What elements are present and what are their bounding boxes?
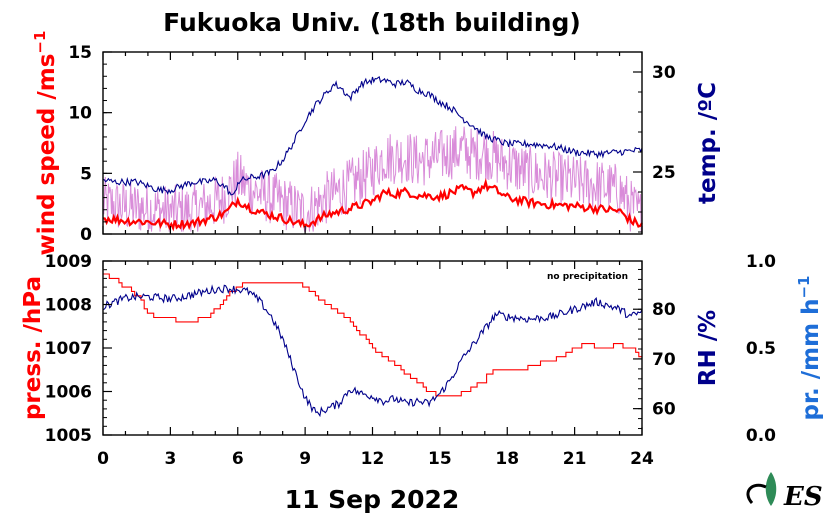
x-tick-label: 24: [630, 449, 654, 469]
y-tick-label: 1008: [45, 296, 92, 316]
x-tick-label: 3: [164, 449, 176, 469]
x-tick-label: 21: [563, 449, 587, 469]
institute-logo: ES: [746, 472, 823, 512]
humidity-axis-title: RH /%: [695, 310, 721, 386]
y-tick-label: 1006: [45, 383, 92, 403]
x-tick-label: 0: [97, 449, 109, 469]
x-tick-label: 12: [361, 449, 385, 469]
y-tick-label: 80: [652, 300, 676, 320]
y-tick-label: 0: [80, 225, 92, 245]
pressure-axis-title: press. /hPa: [20, 276, 46, 420]
temperature-axis-title: temp. /ºC: [695, 82, 721, 204]
x-tick-label: 9: [299, 449, 311, 469]
y-tick-label: 25: [652, 163, 676, 183]
date-label: 11 Sep 2022: [285, 485, 460, 514]
precipitation-axis-title: pr. /mm h−1: [795, 275, 824, 420]
no-precipitation-note: no precipitation: [547, 272, 628, 282]
y-tick-label: 70: [652, 350, 676, 370]
pressure-line: [103, 273, 642, 397]
y-tick-label: 1.0: [746, 252, 776, 272]
x-tick-label: 18: [495, 449, 519, 469]
y-tick-label: 5: [80, 164, 92, 184]
wind-speed-line: [102, 177, 643, 232]
chart-title: Fukuoka Univ. (18th building): [163, 8, 581, 37]
x-tick-label: 15: [428, 449, 452, 469]
y-tick-label: 1009: [45, 252, 92, 272]
temperature-line: [102, 76, 643, 196]
y-tick-label: 1005: [45, 426, 92, 446]
y-tick-label: 15: [68, 43, 92, 63]
wind-gust-line: [102, 126, 642, 233]
y-tick-label: 0.5: [746, 339, 776, 359]
y-tick-label: 30: [652, 63, 676, 83]
y-tick-label: 60: [652, 400, 676, 420]
wind-axis-title: wind speed /ms−1: [31, 31, 60, 256]
x-tick-label: 6: [232, 449, 244, 469]
y-tick-label: 1007: [45, 339, 92, 359]
y-tick-label: 10: [68, 104, 92, 124]
pressure-humidity-panel: 0 3 6 9 12 15 18 21 24 1005 1006 1007 1008 1009 60 70 80…: [45, 252, 776, 469]
logo-leaf-icon: [765, 472, 777, 506]
wind-temperature-panel: 0 5 10 15 25 30: [68, 43, 676, 245]
y-tick-label: 0.0: [746, 426, 776, 446]
logo-text: ES: [783, 482, 823, 512]
humidity-line: [102, 284, 643, 418]
